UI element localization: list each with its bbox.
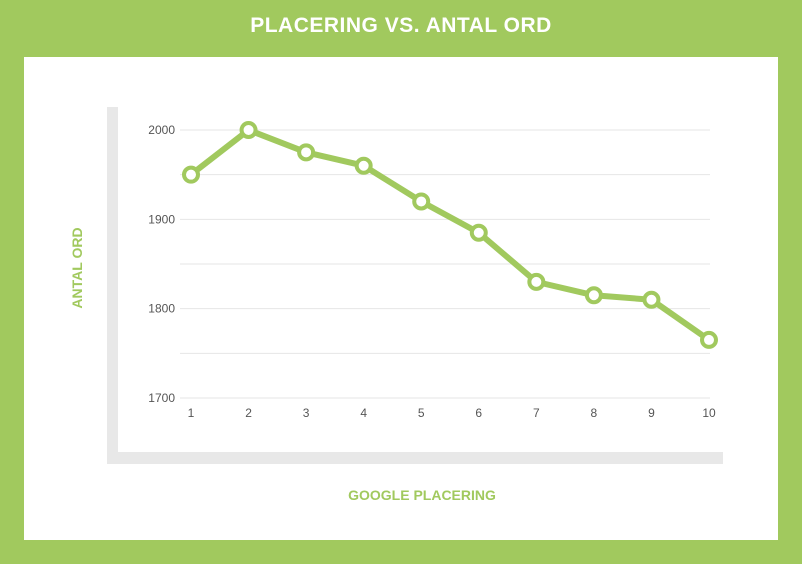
data-point bbox=[239, 121, 258, 139]
x-tick-label: 2 bbox=[245, 406, 252, 420]
data-point bbox=[182, 165, 200, 184]
y-tick-label: 1900 bbox=[148, 212, 175, 226]
x-axis-bar bbox=[107, 452, 723, 464]
data-point bbox=[527, 272, 546, 291]
data-point bbox=[354, 156, 373, 175]
data-point bbox=[584, 286, 603, 305]
data-point bbox=[469, 223, 488, 242]
data-point bbox=[297, 143, 316, 162]
chart-title: PLACERING VS. ANTAL ORD bbox=[250, 14, 552, 37]
y-tick-label: 1800 bbox=[148, 302, 175, 316]
x-tick-label: 4 bbox=[360, 406, 367, 420]
x-tick-label: 10 bbox=[702, 406, 716, 420]
series-line bbox=[188, 127, 712, 343]
y-axis-bar bbox=[107, 107, 118, 464]
x-axis-label: GOOGLE PLACERING bbox=[348, 487, 496, 503]
data-point bbox=[700, 330, 718, 349]
y-tick-label: 1700 bbox=[148, 391, 175, 405]
x-tick-label: 8 bbox=[591, 406, 598, 420]
x-tick-label: 7 bbox=[533, 406, 540, 420]
x-tick-label: 9 bbox=[648, 406, 655, 420]
y-tick-label: 2000 bbox=[148, 123, 175, 137]
data-point bbox=[642, 290, 661, 309]
x-tick-label: 3 bbox=[303, 406, 310, 420]
x-tick-label: 1 bbox=[188, 406, 195, 420]
x-tick-label: 6 bbox=[475, 406, 482, 420]
x-tick-label: 5 bbox=[418, 406, 425, 420]
data-point bbox=[412, 192, 431, 211]
